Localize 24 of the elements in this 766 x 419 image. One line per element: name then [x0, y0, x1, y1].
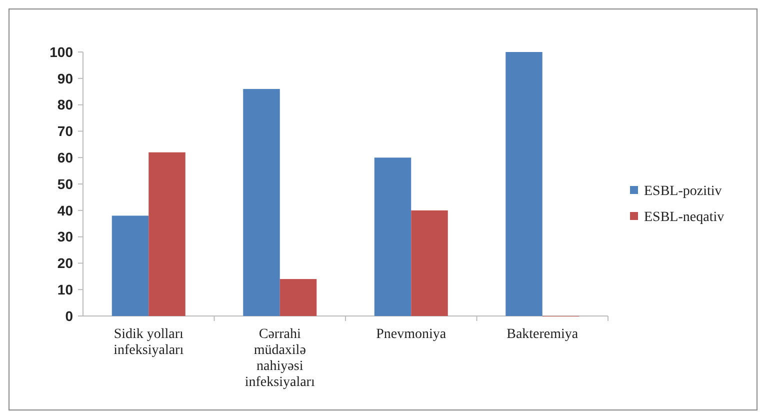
bar	[148, 152, 186, 316]
x-tick-label: Cərrahi müdaxilə nahiyəsi infeksiyaları	[244, 327, 315, 390]
x-tick-label: Sidik yolları infeksiyaları	[114, 327, 184, 358]
legend-label: ESBL-neqativ	[644, 210, 724, 225]
bar	[374, 158, 412, 316]
y-tick-label: 90	[57, 70, 74, 86]
bar	[112, 216, 149, 316]
y-tick-label: 80	[57, 96, 74, 113]
y-tick-label: 60	[57, 150, 74, 166]
y-tick-label: 40	[57, 202, 74, 218]
legend-label: ESBL-pozitiv	[644, 184, 722, 199]
y-tick-label: 20	[57, 255, 74, 272]
bar	[280, 279, 317, 316]
bar	[411, 210, 448, 316]
y-tick-label: 10	[57, 282, 74, 298]
y-tick-label: 100	[50, 44, 74, 60]
y-tick-label: 30	[57, 228, 74, 245]
y-tick-label: 0	[65, 308, 74, 324]
bar	[506, 52, 542, 316]
y-tick-label: 50	[57, 176, 74, 192]
y-tick-label: 70	[57, 123, 74, 140]
bar	[243, 88, 280, 316]
x-tick-label: Pnevmoniya	[376, 327, 447, 342]
x-tick-label: Bakteremiya	[506, 327, 579, 342]
